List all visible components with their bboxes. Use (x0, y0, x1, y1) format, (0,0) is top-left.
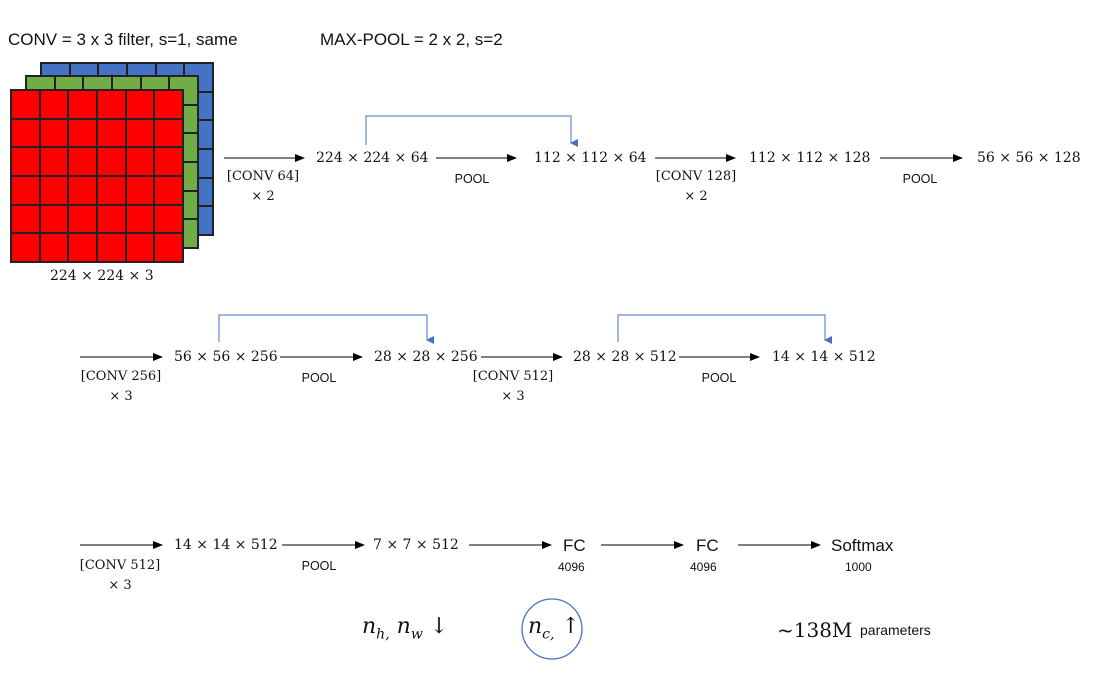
red-channel-grid (10, 89, 184, 263)
conv256-line2: × 3 (109, 389, 133, 404)
conv256-line1: [CONV 256] (80, 369, 162, 384)
param-count: ~138M (777, 618, 853, 642)
dim-224x224x64: 224 × 224 × 64 (316, 150, 429, 166)
spatial-symbol-w: n (396, 614, 411, 639)
fc2-size: 4096 (690, 560, 717, 574)
input-dimension: 224 × 224 × 3 (50, 268, 154, 284)
conv256-label: [CONV 256] × 3 (78, 367, 164, 407)
conv128-line1: [CONV 128] (655, 169, 737, 184)
conv128-label: [CONV 128] × 2 (652, 167, 740, 207)
softmax-size: 1000 (845, 560, 872, 574)
down-arrow-icon: ↓ (429, 614, 449, 639)
skip-line-3 (617, 314, 832, 344)
dim-28x28x512: 28 × 28 × 512 (573, 349, 677, 365)
dim-56x56x128: 56 × 56 × 128 (977, 150, 1081, 166)
pool-definition: MAX-POOL = 2 x 2, s=2 (320, 30, 503, 49)
spatial-dims-note: nh, nw ↓ (362, 614, 448, 642)
skip-line-2 (218, 314, 434, 344)
conv64-label: [CONV 64] × 2 (226, 167, 300, 207)
param-word: parameters (860, 622, 931, 638)
conv512b-line2: × 3 (108, 578, 132, 593)
dim-112x112x128: 112 × 112 × 128 (749, 150, 871, 166)
channel-circle (521, 598, 583, 660)
up-arrow-icon: ↑ (561, 614, 580, 639)
conv512b-label: [CONV 512] × 3 (76, 556, 164, 596)
conv512a-line2: × 3 (501, 389, 525, 404)
fc1-size: 4096 (558, 560, 585, 574)
dim-56x56x256: 56 × 56 × 256 (174, 349, 278, 365)
pool4-label: POOL (701, 371, 737, 385)
conv512a-line1: [CONV 512] (472, 369, 554, 384)
conv-definition: CONV = 3 x 3 filter, s=1, same (8, 30, 238, 49)
dim-28x28x256: 28 × 28 × 256 (374, 349, 478, 365)
spatial-sub-w: w (410, 626, 423, 643)
dim-7x7x512: 7 × 7 × 512 (373, 537, 459, 553)
conv128-line2: × 2 (684, 189, 708, 204)
conv512b-line1: [CONV 512] (79, 558, 161, 573)
pool5-label: POOL (301, 559, 337, 573)
fc2-label: FC (696, 536, 719, 555)
conv512a-label: [CONV 512] × 3 (470, 367, 556, 407)
softmax-label: Softmax (831, 536, 894, 555)
pool2-label: POOL (902, 172, 938, 186)
dim-112x112x64: 112 × 112 × 64 (534, 150, 647, 166)
skip-line-1 (365, 115, 578, 147)
channel-sub: c, (542, 626, 555, 643)
pool3-label: POOL (301, 371, 337, 385)
dim-14x14x512-b: 14 × 14 × 512 (174, 537, 278, 553)
spatial-sub-h: h, (376, 626, 390, 643)
channel-symbol: n (528, 614, 543, 639)
conv64-line1: [CONV 64] (226, 169, 300, 184)
spatial-symbol-h: n (362, 614, 377, 639)
conv64-line2: × 2 (251, 189, 275, 204)
channel-note: nc, ↑ (528, 614, 580, 642)
pool1-label: POOL (454, 172, 490, 186)
dim-14x14x512-a: 14 × 14 × 512 (772, 349, 876, 365)
fc1-label: FC (563, 536, 586, 555)
